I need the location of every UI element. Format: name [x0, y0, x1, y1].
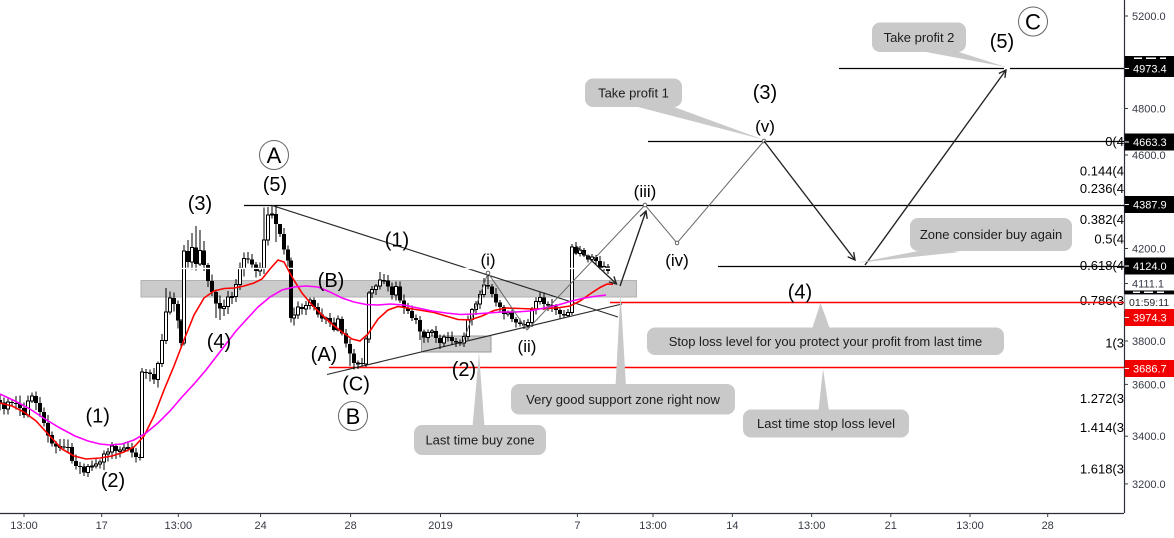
svg-text:C: C: [1025, 10, 1041, 35]
svg-text:(1): (1): [85, 405, 109, 427]
svg-text:4800.0: 4800.0: [1132, 104, 1166, 116]
svg-text:4111.1: 4111.1: [1132, 279, 1164, 291]
svg-text:Zone consider buy again: Zone consider buy again: [920, 227, 1062, 242]
svg-text:13:00: 13:00: [798, 520, 826, 532]
svg-text:7: 7: [574, 520, 580, 532]
svg-text:Very good support zone right n: Very good support zone right now: [526, 392, 720, 407]
svg-text:13:00: 13:00: [956, 520, 984, 532]
svg-text:(1): (1): [385, 230, 409, 252]
svg-text:4973.4: 4973.4: [1133, 64, 1167, 76]
svg-text:3686.7: 3686.7: [1133, 364, 1167, 376]
svg-text:Last time stop loss level: Last time stop loss level: [757, 416, 895, 431]
svg-text:(iii): (iii): [634, 182, 657, 201]
svg-text:3600.0: 3600.0: [1132, 379, 1166, 391]
svg-text:(i): (i): [480, 251, 495, 270]
svg-text:(4): (4): [788, 282, 812, 304]
svg-text:14: 14: [726, 520, 738, 532]
svg-text:4124.0: 4124.0: [1133, 261, 1167, 273]
svg-text:28: 28: [1042, 520, 1054, 532]
svg-text:(ii): (ii): [518, 337, 537, 356]
svg-text:3800.0: 3800.0: [1132, 336, 1166, 348]
svg-text:(5): (5): [990, 31, 1014, 53]
svg-text:B: B: [346, 404, 361, 429]
svg-text:13:00: 13:00: [165, 520, 193, 532]
svg-text:4387.9: 4387.9: [1133, 200, 1167, 212]
svg-text:13:00: 13:00: [10, 520, 38, 532]
svg-text:5200.0: 5200.0: [1132, 11, 1166, 23]
svg-text:A: A: [267, 143, 282, 168]
svg-text:24: 24: [254, 520, 266, 532]
svg-text:17: 17: [96, 520, 108, 532]
svg-text:(iv): (iv): [665, 251, 689, 270]
svg-text:Take profit 2: Take profit 2: [884, 30, 955, 45]
svg-text:28: 28: [344, 520, 356, 532]
svg-text:(3): (3): [188, 193, 212, 215]
svg-text:13:00: 13:00: [639, 520, 667, 532]
svg-text:21: 21: [885, 520, 897, 532]
svg-text:(A): (A): [311, 344, 338, 366]
svg-text:(C): (C): [342, 374, 370, 396]
svg-text:01:59:11: 01:59:11: [1129, 297, 1169, 309]
svg-text:3400.0: 3400.0: [1132, 431, 1166, 443]
svg-text:3200.0: 3200.0: [1132, 479, 1166, 491]
svg-text:Take profit 1: Take profit 1: [598, 85, 669, 100]
svg-text:(2): (2): [452, 359, 476, 381]
svg-text:(5): (5): [263, 174, 287, 196]
svg-text:4200.0: 4200.0: [1132, 244, 1166, 256]
svg-text:4600.0: 4600.0: [1132, 150, 1166, 162]
svg-text:Stop loss level for you protec: Stop loss level for you protect your pro…: [669, 334, 983, 349]
svg-text:4663.3: 4663.3: [1133, 137, 1167, 149]
svg-text:(B): (B): [318, 270, 345, 292]
svg-text:3974.3: 3974.3: [1133, 313, 1167, 325]
svg-text:2019: 2019: [428, 520, 452, 532]
svg-text:(2): (2): [101, 470, 125, 492]
svg-text:(4): (4): [207, 331, 231, 353]
svg-text:(3): (3): [753, 82, 777, 104]
svg-text:Last time buy zone: Last time buy zone: [425, 433, 534, 448]
svg-text:(v): (v): [755, 117, 775, 136]
